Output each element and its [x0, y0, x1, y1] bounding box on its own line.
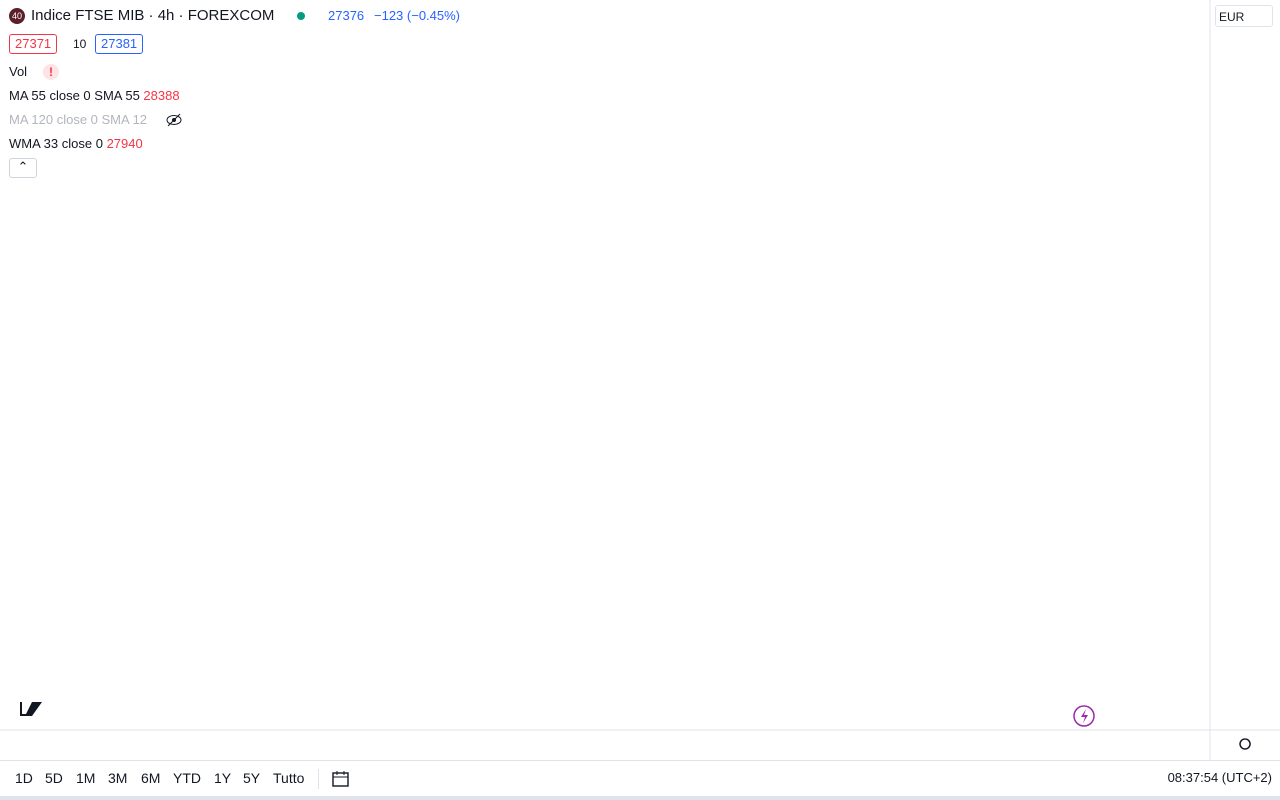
range-button[interactable]: 1D: [15, 770, 33, 786]
alert-bolt: [1081, 709, 1088, 723]
legend-label: MA 120 close 0 SMA 12: [9, 112, 148, 127]
range-button[interactable]: 1M: [76, 770, 96, 786]
legend-wma33[interactable]: WMA 33 close 0 27940: [9, 136, 143, 152]
legend-ma120[interactable]: MA 120 close 0 SMA 12: [9, 112, 147, 128]
goto-date[interactable]: [331, 769, 351, 789]
settings-icon[interactable]: [1239, 738, 1251, 750]
collapse-button[interactable]: ⌃: [9, 158, 37, 178]
range-button[interactable]: 5D: [45, 770, 63, 786]
legend-value: 28388: [143, 88, 180, 103]
vol-warning[interactable]: !: [43, 64, 59, 80]
range-button[interactable]: 6M: [141, 770, 161, 786]
vol-indicator[interactable]: Vol: [9, 64, 28, 79]
range-button[interactable]: YTD: [173, 770, 201, 786]
chart: [0, 0, 1280, 760]
range-button[interactable]: 5Y: [243, 770, 261, 786]
clock: 08:37:54 (UTC+2): [1167, 770, 1272, 785]
buy-button[interactable]: 27381: [95, 34, 144, 54]
logo: [12, 702, 42, 716]
range-button[interactable]: 1Y: [214, 770, 232, 786]
market-status: [297, 12, 305, 20]
bottom-edge: [0, 796, 1280, 800]
legend-label: MA 55 close 0 SMA 55: [9, 88, 140, 103]
price-change: −123 (−0.45%): [374, 8, 461, 23]
alert-icon[interactable]: [1073, 705, 1095, 727]
range-button[interactable]: Tutto: [273, 770, 305, 786]
hidden-icon[interactable]: [165, 112, 183, 128]
range-button[interactable]: 3M: [108, 770, 128, 786]
legend-label: WMA 33 close 0: [9, 136, 103, 151]
legend-ma55[interactable]: MA 55 close 0 SMA 55 28388: [9, 88, 180, 104]
sell-button[interactable]: 27371: [9, 34, 58, 54]
last-price: 27376: [328, 8, 365, 23]
bottom-toolbar: 08:37:54 (UTC+2) 1D 5D 1M 3M 6M YTD 1Y 5Y Tutto: [0, 760, 1280, 797]
currency[interactable]: EUR: [1215, 5, 1273, 27]
separator: [318, 769, 319, 789]
badge: 40: [9, 8, 25, 24]
legend-value: 27940: [106, 136, 143, 151]
symbol-title[interactable]: Indice FTSE MIB · 4h · FOREXCOM: [31, 7, 275, 24]
spread: 10: [73, 37, 87, 51]
